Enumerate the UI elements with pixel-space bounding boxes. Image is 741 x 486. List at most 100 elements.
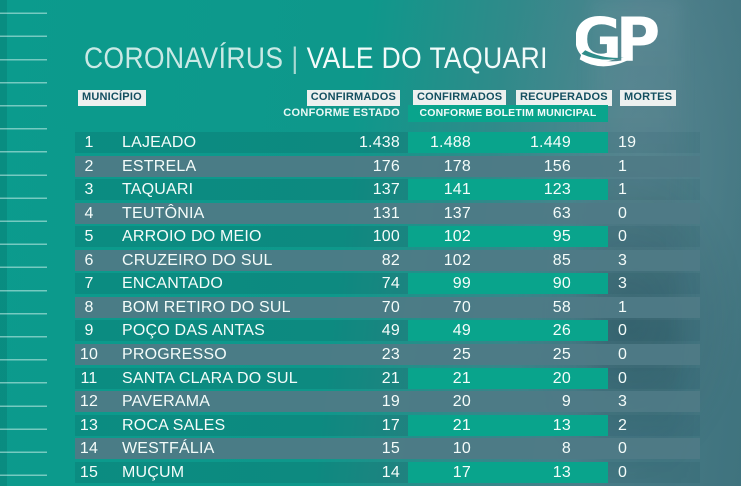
recovered-value: 9 — [561, 393, 571, 411]
confirmed-municipal-value: 102 — [443, 228, 471, 246]
municipality-name: PROGRESSO — [122, 345, 227, 363]
row-rank: 7 — [84, 275, 94, 293]
column-header-recuperados: RECUPERADOS — [516, 90, 612, 106]
municipality-name: WESTFÁLIA — [122, 440, 215, 458]
title-coronavirus: CORONAVÍRUS — [84, 42, 284, 75]
confirmed-state-value: 74 — [381, 275, 400, 293]
table-row: 6 CRUZEIRO DO SUL 82 102 85 3 — [75, 249, 700, 271]
row-band-municipal — [408, 414, 608, 436]
recovered-value: 58 — [552, 298, 571, 316]
recovered-value: 1.449 — [529, 134, 571, 151]
municipality-name: SANTA CLARA DO SUL — [122, 369, 298, 387]
row-band-municipal — [408, 343, 608, 365]
column-header-confirmados-municipal: CONFIRMADOS — [413, 90, 507, 106]
municipality-name: PAVERAMA — [122, 393, 211, 411]
table-body: 1 LAJEADO 1.438 1.488 1.449 19 2 ESTRELA… — [0, 132, 741, 486]
subheader-conforme-estado: CONFORME ESTADO — [283, 107, 400, 119]
municipality-name: ESTRELA — [122, 157, 197, 175]
row-band-left — [75, 414, 408, 436]
table-row: 14 WESTFÁLIA 15 10 8 0 — [75, 438, 700, 460]
municipality-name: BOM RETIRO DO SUL — [122, 298, 291, 316]
row-rank: 4 — [84, 204, 94, 222]
table-row: 4 TEUTÔNIA 131 137 63 0 — [75, 202, 700, 224]
row-band-right — [608, 461, 700, 483]
row-rank: 15 — [79, 463, 99, 481]
table-row: 12 PAVERAMA 19 20 9 3 — [75, 391, 700, 413]
confirmed-state-value: 15 — [381, 440, 400, 458]
deaths-value: 0 — [618, 463, 628, 481]
confirmed-municipal-value: 20 — [452, 393, 471, 411]
row-band-municipal — [408, 132, 608, 153]
confirmed-municipal-value: 70 — [452, 298, 471, 316]
row-band-municipal — [408, 461, 608, 483]
confirmed-state-value: 137 — [372, 181, 400, 199]
deaths-value: 2 — [618, 416, 628, 434]
recovered-value: 95 — [552, 228, 571, 246]
confirmed-state-value: 19 — [381, 393, 400, 411]
municipality-name: TAQUARI — [122, 181, 194, 199]
confirmed-state-value: 70 — [381, 298, 400, 316]
row-band-left — [75, 438, 408, 460]
row-rank: 3 — [84, 181, 94, 199]
row-band-left — [75, 367, 408, 389]
row-band-right — [608, 273, 700, 295]
row-band-municipal — [408, 391, 608, 413]
row-band-right — [608, 296, 700, 318]
row-rank: 5 — [84, 228, 94, 246]
recovered-value: 63 — [552, 204, 571, 222]
confirmed-municipal-value: 137 — [443, 204, 471, 222]
table-row: 7 ENCANTADO 74 99 90 3 — [75, 273, 700, 295]
recovered-value: 25 — [552, 345, 571, 363]
row-rank: 12 — [79, 393, 99, 411]
column-header-confirmados-estado: CONFIRMADOS — [306, 90, 400, 106]
confirmed-state-value: 1.438 — [358, 134, 400, 151]
row-band-left — [75, 461, 408, 483]
recovered-value: 123 — [543, 181, 571, 199]
confirmed-state-value: 23 — [381, 345, 400, 363]
ruled-lines-decoration — [0, 0, 47, 486]
municipality-name: POÇO DAS ANTAS — [122, 322, 265, 340]
confirmed-state-value: 100 — [372, 228, 400, 246]
recovered-value: 90 — [552, 275, 571, 293]
deaths-value: 0 — [618, 369, 628, 387]
confirmed-state-value: 131 — [372, 204, 400, 222]
row-band-left — [75, 179, 408, 201]
confirmed-municipal-value: 49 — [452, 322, 471, 340]
deaths-value: 19 — [618, 134, 637, 151]
row-band-municipal — [408, 155, 608, 177]
row-rank: 8 — [84, 298, 94, 316]
row-band-right — [608, 202, 700, 224]
svg-text:GP: GP — [576, 6, 659, 76]
deaths-value: 0 — [618, 322, 628, 340]
row-band-right — [608, 438, 700, 460]
confirmed-state-value: 21 — [381, 369, 400, 387]
municipality-name: ROCA SALES — [122, 416, 226, 434]
row-band-left — [75, 226, 408, 248]
column-header-mortes: MORTES — [620, 90, 677, 106]
deaths-value: 0 — [618, 345, 628, 363]
page-title: CORONAVÍRUS | VALE DO TAQUARI — [84, 42, 548, 76]
confirmed-state-value: 176 — [372, 157, 400, 175]
row-band-right — [608, 179, 700, 201]
municipality-name: ARROIO DO MEIO — [122, 228, 262, 246]
recovered-value: 8 — [561, 440, 571, 458]
row-band-left — [75, 132, 408, 153]
row-band-left — [75, 273, 408, 295]
row-rank: 2 — [84, 157, 94, 175]
confirmed-municipal-value: 25 — [452, 345, 471, 363]
deaths-value: 3 — [618, 393, 628, 411]
table-row: 13 ROCA SALES 17 21 13 2 — [75, 414, 700, 436]
deaths-value: 3 — [618, 251, 628, 269]
table-row: 9 POÇO DAS ANTAS 49 49 26 0 — [75, 320, 700, 342]
deaths-value: 0 — [618, 204, 628, 222]
deaths-value: 0 — [618, 440, 628, 458]
table-row: 11 SANTA CLARA DO SUL 21 21 20 0 — [75, 367, 700, 389]
table-row: 15 MUÇUM 14 17 13 0 — [75, 461, 700, 483]
row-band-left — [75, 249, 408, 271]
confirmed-state-value: 17 — [381, 416, 400, 434]
row-band-right — [608, 155, 700, 177]
table-row: 8 BOM RETIRO DO SUL 70 70 58 1 — [75, 296, 700, 318]
subheader-conforme-boletim-municipal: CONFORME BOLETIM MUNICIPAL — [408, 105, 608, 122]
row-band-right — [608, 391, 700, 413]
